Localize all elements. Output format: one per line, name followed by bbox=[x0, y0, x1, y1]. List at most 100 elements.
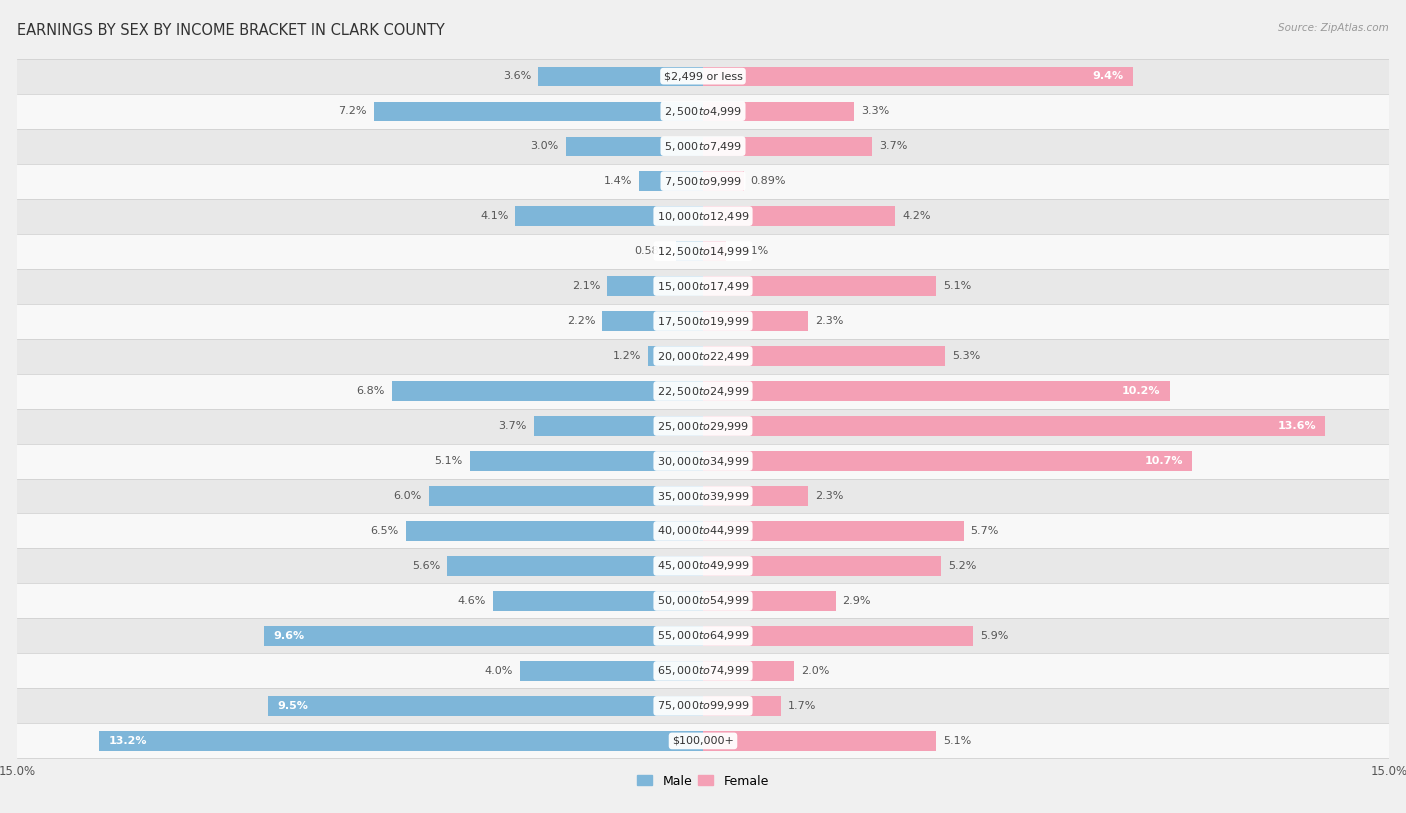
Text: 4.1%: 4.1% bbox=[481, 211, 509, 221]
Text: $2,499 or less: $2,499 or less bbox=[664, 72, 742, 81]
Bar bbox=[703, 346, 945, 366]
Text: 10.7%: 10.7% bbox=[1144, 456, 1184, 466]
Bar bbox=[17, 724, 1389, 759]
Text: 6.5%: 6.5% bbox=[371, 526, 399, 536]
Bar bbox=[538, 67, 703, 86]
Text: 3.7%: 3.7% bbox=[879, 141, 907, 151]
Text: 3.6%: 3.6% bbox=[503, 72, 531, 81]
Bar bbox=[17, 514, 1389, 549]
Bar bbox=[17, 408, 1389, 444]
Text: $12,500 to $14,999: $12,500 to $14,999 bbox=[657, 245, 749, 258]
Text: 5.1%: 5.1% bbox=[943, 281, 972, 291]
Bar bbox=[17, 128, 1389, 163]
Bar bbox=[17, 373, 1389, 408]
Text: 5.1%: 5.1% bbox=[943, 736, 972, 746]
Text: $10,000 to $12,499: $10,000 to $12,499 bbox=[657, 210, 749, 223]
Bar bbox=[492, 591, 703, 611]
Text: 13.2%: 13.2% bbox=[108, 736, 146, 746]
Text: 3.0%: 3.0% bbox=[530, 141, 560, 151]
Bar bbox=[470, 451, 703, 471]
Text: $22,500 to $24,999: $22,500 to $24,999 bbox=[657, 385, 749, 398]
Bar bbox=[17, 59, 1389, 93]
Text: 0.51%: 0.51% bbox=[733, 246, 769, 256]
Text: $2,500 to $4,999: $2,500 to $4,999 bbox=[664, 105, 742, 118]
Bar bbox=[703, 172, 744, 191]
Bar bbox=[703, 626, 973, 646]
Text: $30,000 to $34,999: $30,000 to $34,999 bbox=[657, 454, 749, 467]
Text: $65,000 to $74,999: $65,000 to $74,999 bbox=[657, 664, 749, 677]
Bar bbox=[703, 696, 780, 715]
Text: 13.6%: 13.6% bbox=[1277, 421, 1316, 431]
Bar bbox=[17, 549, 1389, 584]
Text: $45,000 to $49,999: $45,000 to $49,999 bbox=[657, 559, 749, 572]
Text: 10.2%: 10.2% bbox=[1122, 386, 1160, 396]
Text: $20,000 to $22,499: $20,000 to $22,499 bbox=[657, 350, 749, 363]
Text: 6.0%: 6.0% bbox=[394, 491, 422, 501]
Text: 9.4%: 9.4% bbox=[1092, 72, 1123, 81]
Text: 1.4%: 1.4% bbox=[603, 176, 633, 186]
Text: 2.3%: 2.3% bbox=[815, 491, 844, 501]
Bar bbox=[703, 591, 835, 611]
Text: 2.2%: 2.2% bbox=[567, 316, 596, 326]
Text: 3.3%: 3.3% bbox=[860, 107, 889, 116]
Text: 5.6%: 5.6% bbox=[412, 561, 440, 571]
Text: 4.6%: 4.6% bbox=[457, 596, 485, 606]
Bar bbox=[703, 276, 936, 296]
Bar bbox=[703, 451, 1192, 471]
Text: $50,000 to $54,999: $50,000 to $54,999 bbox=[657, 594, 749, 607]
Text: 2.1%: 2.1% bbox=[572, 281, 600, 291]
Bar bbox=[565, 137, 703, 156]
Bar bbox=[17, 689, 1389, 724]
Bar bbox=[534, 416, 703, 436]
Bar bbox=[602, 311, 703, 331]
Bar bbox=[447, 556, 703, 576]
Bar bbox=[17, 444, 1389, 479]
Text: EARNINGS BY SEX BY INCOME BRACKET IN CLARK COUNTY: EARNINGS BY SEX BY INCOME BRACKET IN CLA… bbox=[17, 23, 444, 37]
Bar bbox=[374, 102, 703, 121]
Text: 5.2%: 5.2% bbox=[948, 561, 976, 571]
Text: $25,000 to $29,999: $25,000 to $29,999 bbox=[657, 420, 749, 433]
Bar bbox=[638, 172, 703, 191]
Bar bbox=[17, 619, 1389, 654]
Text: $15,000 to $17,499: $15,000 to $17,499 bbox=[657, 280, 749, 293]
Bar bbox=[703, 137, 872, 156]
Bar bbox=[676, 241, 703, 261]
Bar bbox=[17, 303, 1389, 338]
Text: 0.89%: 0.89% bbox=[751, 176, 786, 186]
Bar bbox=[406, 521, 703, 541]
Bar bbox=[703, 731, 936, 750]
Text: 7.2%: 7.2% bbox=[339, 107, 367, 116]
Text: 2.3%: 2.3% bbox=[815, 316, 844, 326]
Bar bbox=[100, 731, 703, 750]
Bar bbox=[703, 521, 963, 541]
Bar bbox=[264, 626, 703, 646]
Text: 4.2%: 4.2% bbox=[903, 211, 931, 221]
Text: 5.9%: 5.9% bbox=[980, 631, 1008, 641]
Text: Source: ZipAtlas.com: Source: ZipAtlas.com bbox=[1278, 23, 1389, 33]
Text: 4.0%: 4.0% bbox=[485, 666, 513, 676]
Text: 2.9%: 2.9% bbox=[842, 596, 870, 606]
Bar bbox=[703, 102, 853, 121]
Bar bbox=[17, 268, 1389, 303]
Bar bbox=[17, 93, 1389, 128]
Text: $55,000 to $64,999: $55,000 to $64,999 bbox=[657, 629, 749, 642]
Bar bbox=[17, 198, 1389, 233]
Text: 1.2%: 1.2% bbox=[613, 351, 641, 361]
Bar bbox=[17, 338, 1389, 373]
Legend: Male, Female: Male, Female bbox=[633, 770, 773, 793]
Text: 9.6%: 9.6% bbox=[273, 631, 304, 641]
Bar bbox=[703, 486, 808, 506]
Bar bbox=[17, 479, 1389, 514]
Bar bbox=[269, 696, 703, 715]
Bar bbox=[703, 381, 1170, 401]
Bar bbox=[703, 67, 1133, 86]
Text: $7,500 to $9,999: $7,500 to $9,999 bbox=[664, 175, 742, 188]
Text: 0.58%: 0.58% bbox=[634, 246, 669, 256]
Text: 2.0%: 2.0% bbox=[801, 666, 830, 676]
Bar bbox=[703, 556, 941, 576]
Text: 5.3%: 5.3% bbox=[952, 351, 980, 361]
Bar bbox=[17, 163, 1389, 198]
Bar bbox=[607, 276, 703, 296]
Bar bbox=[392, 381, 703, 401]
Bar bbox=[703, 416, 1324, 436]
